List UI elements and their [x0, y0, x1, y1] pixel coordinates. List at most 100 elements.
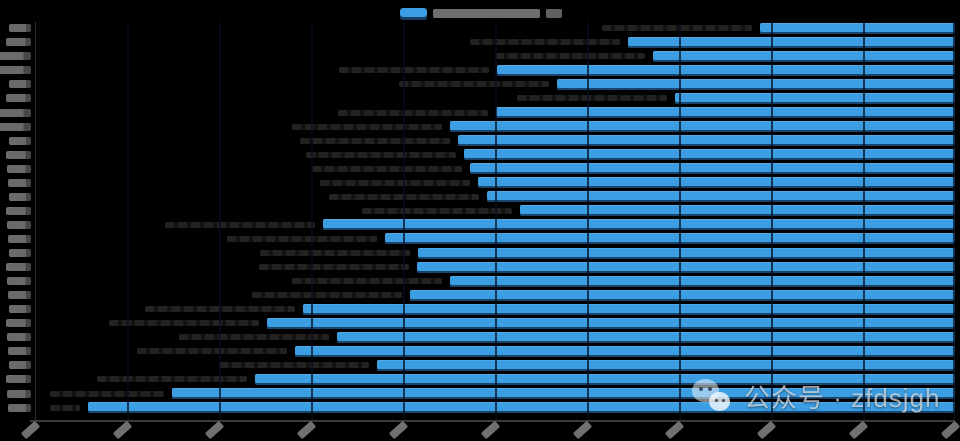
bar: [628, 36, 955, 48]
bar: [323, 219, 955, 231]
x-tick-label-smear: [388, 420, 409, 440]
x-tick-label-smear: [204, 420, 225, 440]
value-label-smear: [312, 165, 462, 172]
value-label-smear: [306, 151, 456, 158]
bar: [478, 177, 955, 189]
x-tick-label-smear: [848, 420, 869, 440]
gridline: [679, 22, 681, 420]
gridline: [863, 22, 865, 420]
bar: [653, 50, 955, 62]
y-axis-label-smear: [6, 94, 31, 103]
value-label-smear: [602, 25, 752, 32]
value-label-smear: [300, 137, 450, 144]
y-axis-label-smear: [6, 263, 31, 272]
bar: [496, 107, 955, 118]
value-label-smear: [179, 334, 329, 341]
bar: [497, 64, 955, 76]
value-label-smear: [362, 207, 512, 214]
y-axis-label-smear: [8, 403, 31, 412]
gridline: [953, 22, 955, 420]
bar: [295, 345, 955, 357]
x-tick-label-smear: [756, 420, 777, 440]
bar: [675, 92, 955, 104]
value-label-smear: [399, 81, 549, 88]
bar: [557, 78, 955, 90]
bar: [417, 261, 955, 273]
bar: [385, 233, 955, 245]
wechat-bubble-small: [709, 392, 730, 411]
value-label-smear: [137, 348, 287, 355]
gridline: [127, 22, 129, 420]
y-axis-label-smear: [0, 122, 31, 131]
wechat-icon: [692, 376, 734, 416]
bar: [487, 191, 955, 203]
x-tick-label-smear: [112, 420, 133, 440]
value-label-smear: [338, 109, 488, 116]
gridline: [587, 22, 589, 420]
bar: [470, 163, 955, 175]
bar: [418, 247, 955, 259]
bar: [267, 317, 955, 329]
value-label-smear: [165, 221, 315, 228]
y-axis-label-smear: [8, 178, 31, 187]
value-label-smear: [320, 179, 470, 186]
y-axis-label-smear: [9, 24, 31, 33]
bar: [450, 121, 955, 133]
y-axis-label-smear: [8, 291, 31, 300]
value-label-smear: [292, 123, 442, 130]
y-axis-label-smear: [0, 66, 31, 75]
gridline: [311, 22, 313, 420]
y-axis-label-smear: [7, 220, 31, 229]
bar: [520, 205, 955, 217]
x-tick-label-smear: [664, 420, 685, 440]
y-axis-label-smear: [9, 80, 31, 89]
bar: [377, 359, 955, 371]
legend-swatch: [400, 8, 427, 20]
bar: [464, 149, 955, 161]
value-label-smear: [339, 67, 489, 74]
x-tick-label-smear: [20, 420, 41, 440]
y-axis-label-smear: [9, 136, 31, 145]
y-axis-label-smear: [6, 375, 31, 384]
y-axis-label-smear: [0, 108, 31, 117]
x-tick-label-smear: [572, 420, 593, 440]
x-tick-label-smear: [480, 420, 501, 440]
y-axis-line: [35, 22, 36, 420]
x-tick-label-smear: [940, 420, 960, 440]
legend-label-smear: [433, 9, 540, 18]
bar: [337, 331, 955, 343]
y-axis-label-smear: [9, 305, 31, 314]
y-axis-label-smear: [9, 249, 31, 257]
bar: [303, 303, 955, 315]
gridline: [771, 22, 773, 420]
value-label-smear: [50, 404, 80, 411]
y-axis-label-smear: [9, 361, 31, 370]
gridline: [403, 22, 405, 420]
y-axis-label-smear: [7, 164, 31, 173]
y-axis-label-smear: [8, 234, 31, 243]
y-axis-label-smear: [6, 38, 31, 47]
value-label-smear: [252, 292, 402, 299]
bar: [88, 402, 955, 414]
y-axis-label-smear: [0, 52, 31, 61]
gridline: [495, 22, 497, 420]
y-axis-label-smear: [6, 150, 31, 159]
y-axis-label-smear: [8, 347, 31, 356]
value-label-smear: [260, 250, 410, 256]
value-label-smear: [470, 39, 620, 46]
y-axis-label-smear: [7, 333, 31, 342]
y-axis-label-smear: [9, 192, 31, 201]
y-axis-label-smear: [7, 277, 31, 286]
legend-label-smear-end: [546, 9, 562, 18]
bar: [450, 275, 955, 287]
value-label-smear: [109, 320, 259, 327]
value-label-smear: [227, 235, 377, 242]
bar: [760, 22, 955, 34]
value-label-smear: [50, 390, 164, 397]
bar: [255, 373, 955, 385]
bar: [172, 388, 955, 399]
watermark: 公众号 · zfdsjgh: [692, 376, 941, 416]
bar: [458, 135, 955, 147]
value-label-smear: [495, 53, 645, 60]
